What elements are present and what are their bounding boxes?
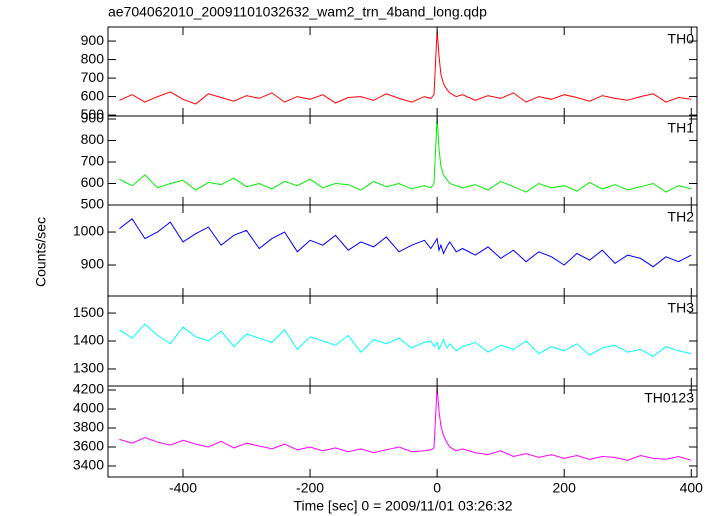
y-axis-label: Counts/sec [33,217,49,287]
y-tick-label: 900 [81,110,105,126]
light-curve [119,29,692,105]
x-tick-label: -200 [296,480,324,496]
panel-label: TH0 [668,31,695,47]
x-tick-label: -400 [169,480,197,496]
panel-label: TH1 [668,120,695,136]
y-tick-label: 3600 [73,438,104,454]
chart-title: ae704062010_20091101032632_wam2_trn_4ban… [108,4,487,20]
y-tick-label: 4200 [73,381,104,397]
panel-frame [107,26,698,117]
x-axis-label: Time [sec] 0 = 2009/11/01 03:26:32 [293,498,512,514]
panel-label: TH2 [668,209,695,225]
y-tick-label: 1000 [73,223,104,239]
y-tick-label: 700 [81,69,105,85]
y-tick-label: 1400 [73,332,104,348]
light-curve [119,323,692,357]
panel-frame [107,385,698,478]
panel-frame [107,115,698,206]
y-tick-label: 800 [81,50,105,66]
y-tick-label: 500 [81,106,105,122]
y-tick-label: 600 [81,87,105,103]
y-tick-label: 800 [81,131,105,147]
y-tick-label: 600 [81,174,105,190]
panel-label: TH3 [668,300,695,316]
light-curve [119,218,692,268]
light-curve [119,387,692,461]
panel-label: TH0123 [644,390,694,406]
light-curve [119,117,692,193]
y-tick-label: 900 [81,256,105,272]
x-tick-label: 0 [433,480,441,496]
y-tick-label: 900 [81,32,105,48]
y-tick-label: 4000 [73,400,104,416]
y-tick-label: 3400 [73,457,104,473]
y-tick-label: 700 [81,153,105,169]
x-tick-label: 200 [553,480,577,496]
x-tick-label: 400 [680,480,704,496]
y-tick-label: 1500 [73,304,104,320]
y-tick-label: 1300 [73,360,104,376]
y-tick-label: 500 [81,196,105,212]
y-tick-label: 3800 [73,419,104,435]
